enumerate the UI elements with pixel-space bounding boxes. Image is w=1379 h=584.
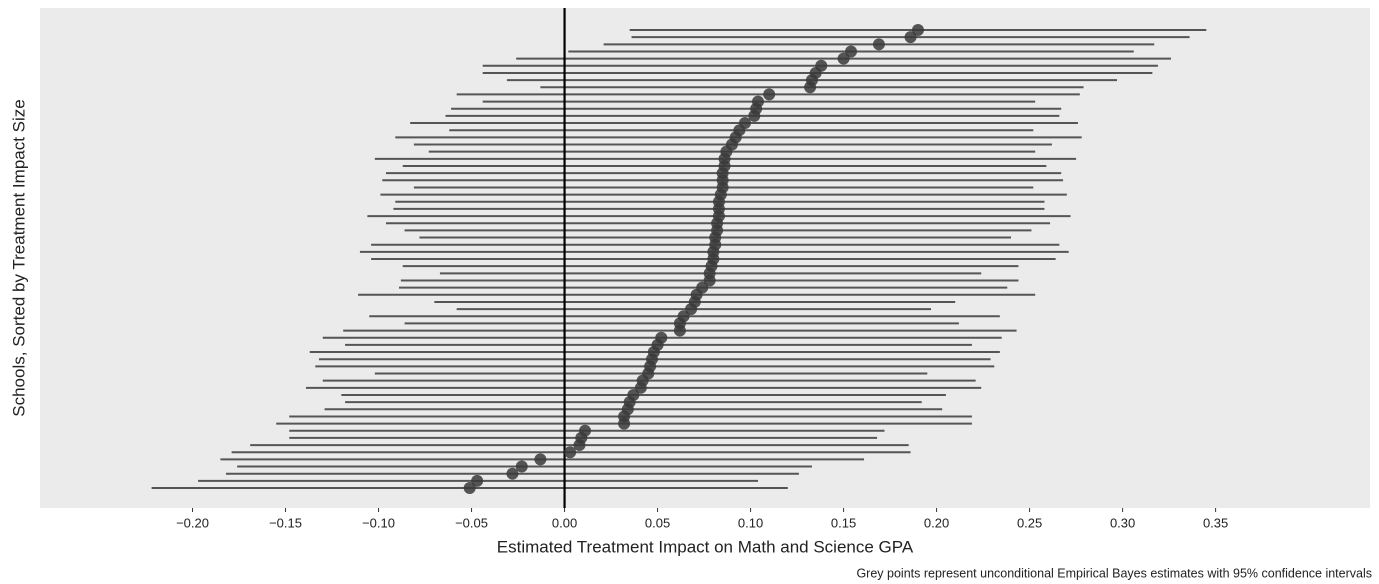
x-tick-label: 0.00 (552, 515, 577, 530)
x-tick-label: 0.05 (645, 515, 670, 530)
estimate-point (463, 482, 476, 494)
estimate-point (763, 88, 776, 101)
x-tick-label: 0.25 (1017, 515, 1042, 530)
x-tick-label: 0.10 (738, 515, 763, 530)
estimate-point (564, 446, 577, 459)
estimate-point (515, 460, 528, 473)
x-tick-label: 0.20 (924, 515, 949, 530)
estimate-point (471, 474, 484, 487)
y-axis-label: Schools, Sorted by Treatment Impact Size (9, 99, 28, 416)
estimate-point (845, 45, 858, 58)
estimate-point (837, 52, 850, 65)
estimate-point (911, 24, 924, 36)
estimate-point (673, 324, 686, 337)
estimate-point (685, 303, 698, 316)
x-tick-label: −0.05 (455, 515, 488, 530)
estimate-point (748, 109, 761, 122)
estimate-point (703, 274, 716, 287)
x-tick-label: 0.15 (831, 515, 856, 530)
x-tick-label: 0.35 (1203, 515, 1228, 530)
x-tick-label: −0.20 (176, 515, 209, 530)
estimate-point (573, 439, 586, 452)
estimate-point (904, 31, 917, 44)
estimate-point (534, 453, 547, 466)
estimate-point (872, 38, 885, 51)
estimate-point (634, 381, 647, 394)
x-tick-label: −0.15 (269, 515, 302, 530)
estimate-point (804, 81, 817, 94)
x-tick-label: 0.30 (1110, 515, 1135, 530)
caption: Grey points represent unconditional Empi… (856, 566, 1372, 580)
x-tick-label: −0.10 (362, 515, 395, 530)
x-axis-label: Estimated Treatment Impact on Math and S… (497, 537, 914, 556)
estimate-point (618, 417, 631, 430)
estimate-point (506, 467, 519, 480)
